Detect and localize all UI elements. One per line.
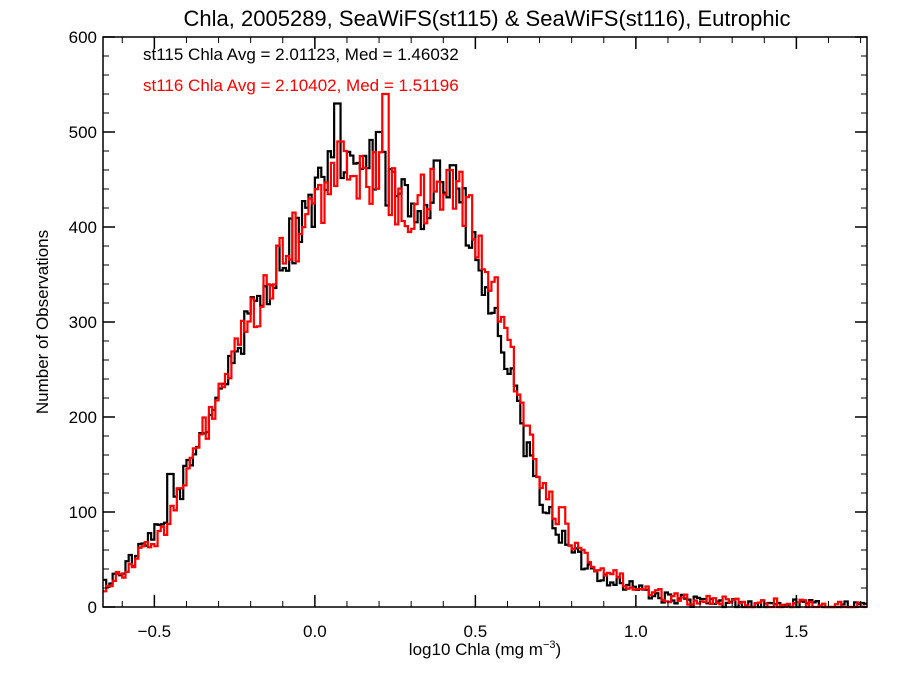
chart-title: Chla, 2005289, SeaWiFS(st115) & SeaWiFS(… <box>184 6 791 31</box>
y-tick-label: 300 <box>69 313 97 332</box>
x-tick-label: 1.5 <box>785 622 809 641</box>
histogram-series-st116 <box>103 92 867 609</box>
y-tick-label: 100 <box>69 503 97 522</box>
y-tick-label: 600 <box>69 28 97 47</box>
x-axis-label-main: log10 Chla (mg m <box>409 640 543 659</box>
y-tick-label: 400 <box>69 218 97 237</box>
annotation-st115: st115 Chla Avg = 2.01123, Med = 1.46032 <box>143 45 459 64</box>
x-tick-label: 0.0 <box>303 622 327 641</box>
annotation-st116: st116 Chla Avg = 2.10402, Med = 1.51196 <box>143 76 459 95</box>
x-tick-label: 1.0 <box>624 622 648 641</box>
y-tick-label: 0 <box>88 598 97 617</box>
x-tick-label: 0.5 <box>464 622 488 641</box>
x-tick-label: −0.5 <box>138 622 172 641</box>
x-axis-label-exponent: −3 <box>543 639 556 651</box>
y-tick-label: 500 <box>69 123 97 142</box>
ticks-layer: −0.5 0.0 0.5 1.0 1.5 0 100 200 300 400 500 600 <box>69 28 867 641</box>
y-axis-label: Number of Observations <box>33 230 52 414</box>
x-axis-label: log10 Chla (mg m−3) <box>409 639 561 659</box>
y-tick-label: 200 <box>69 408 97 427</box>
x-axis-label-close: ) <box>556 640 562 659</box>
